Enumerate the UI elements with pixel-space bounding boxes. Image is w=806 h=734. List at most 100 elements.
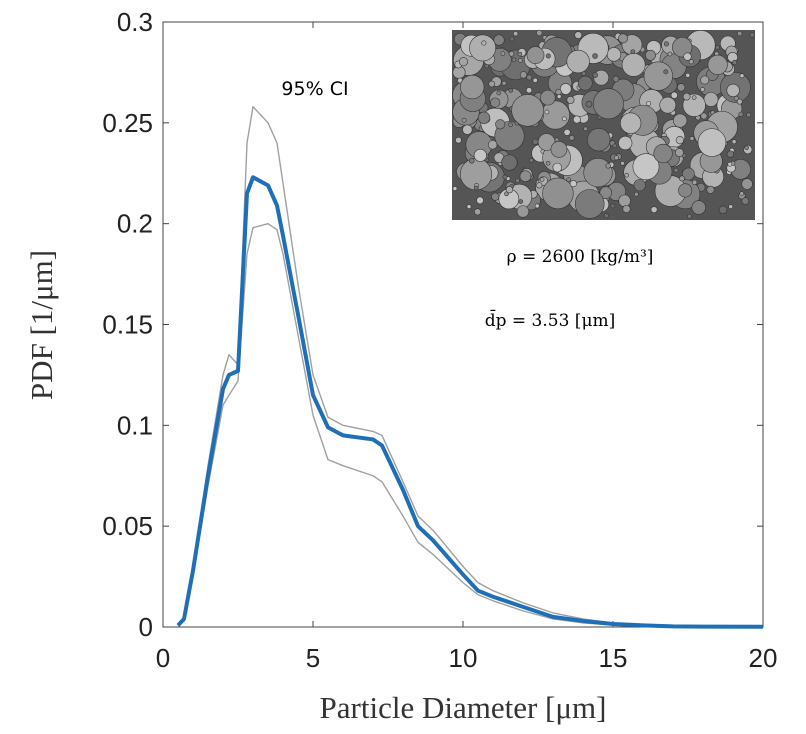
inset-particle [476,196,484,205]
inset-particle [727,161,733,167]
inset-particle [739,73,745,79]
inset-particle [550,141,568,158]
inset-particle [718,205,728,215]
inset-particle [592,88,624,120]
inset-particle [749,32,755,38]
inset-particle [563,128,571,136]
inset-particle [581,71,587,76]
x-tick-label: 0 [156,643,170,673]
inset-particle [552,162,563,173]
inset-particle [477,111,491,124]
inset-particle [715,45,720,50]
inset-particle [687,214,692,219]
inset-particle [692,179,698,185]
inset-particle [461,117,467,123]
inset-particle [566,177,571,182]
inset-particle [736,98,743,105]
inset-particle [519,71,528,79]
inset-particle [619,112,642,134]
series-line [177,222,763,628]
inset-particle [670,91,678,99]
inset-particle [501,154,518,171]
series-line [176,175,764,629]
inset-particle [593,69,610,86]
y-axis-label: PDF [1/μm] [24,250,59,400]
inset-particle [508,51,515,57]
inset-particle [585,100,593,108]
inset-particle [677,83,686,92]
inset-particle [587,128,611,152]
inset-particle [673,167,679,173]
inset-particle [688,59,694,65]
inset-particle [614,155,619,161]
inset-particle [610,203,616,209]
y-tick-label: 0.2 [117,209,153,239]
annotation: ρ = 2600 [kg/m³] [507,247,654,267]
inset-particle [495,119,506,130]
inset-particle [452,186,458,191]
inset-particle [659,96,677,114]
inset-particle [536,182,543,189]
inset-particle [539,177,545,182]
inset-particle [643,61,673,91]
inset-particle [540,89,556,106]
inset-particle [583,157,613,188]
inset-particle [618,33,628,44]
inset-particle [532,77,538,83]
inset-particle [685,72,691,78]
inset-particle [673,113,688,128]
inset-particle [505,186,514,194]
inset-particle [518,58,523,63]
inset-particle [703,92,719,107]
inset-particle [620,160,625,166]
inset-particle [540,100,570,130]
inset-particle [512,31,519,37]
inset-particle [622,204,631,213]
inset-particle [562,116,567,122]
inset-particle [568,134,575,141]
inset-particle [493,34,505,46]
inset-particle [466,204,472,209]
x-tick-label: 15 [599,643,628,673]
inset-particle [566,95,575,104]
annotation: d̄p = 3.53 [μm] [485,308,616,331]
inset-particle [473,185,479,191]
inset-particle [672,37,693,58]
annotation: 95% CI [281,78,348,100]
inset-particle [500,51,506,56]
inset-particle [739,191,745,196]
x-tick-label: 10 [449,643,478,673]
inset-particle [511,57,517,63]
inset-particle [583,126,588,132]
inset-particle [509,36,515,42]
inset-particle [508,122,513,128]
inset-particle [618,194,631,208]
inset-particle [678,183,693,198]
inset-particle [469,158,475,164]
inset-particle [534,203,540,209]
inset-particle [502,174,508,180]
inset-particle [700,75,710,85]
inset-particle [545,53,551,59]
inset-particle [682,167,695,181]
inset-particle [526,74,533,81]
inset-particle [612,143,618,149]
inset-particle [515,178,520,184]
inset-particle [732,59,738,65]
y-tick-label: 0.25 [102,108,153,138]
inset-particle [606,47,622,62]
inset-particle [532,138,539,145]
inset-particle [542,177,574,210]
inset-particle [689,136,695,141]
inset-particle [487,140,498,150]
inset-particle [460,74,485,100]
inset-particle [707,54,728,75]
inset-particle [528,158,534,163]
inset-particle [455,136,462,144]
inset-particle [644,49,656,61]
inset-particle [675,135,684,145]
y-tick-label: 0.05 [102,511,153,541]
inset-particle [728,204,734,209]
inset-particle [592,72,598,78]
